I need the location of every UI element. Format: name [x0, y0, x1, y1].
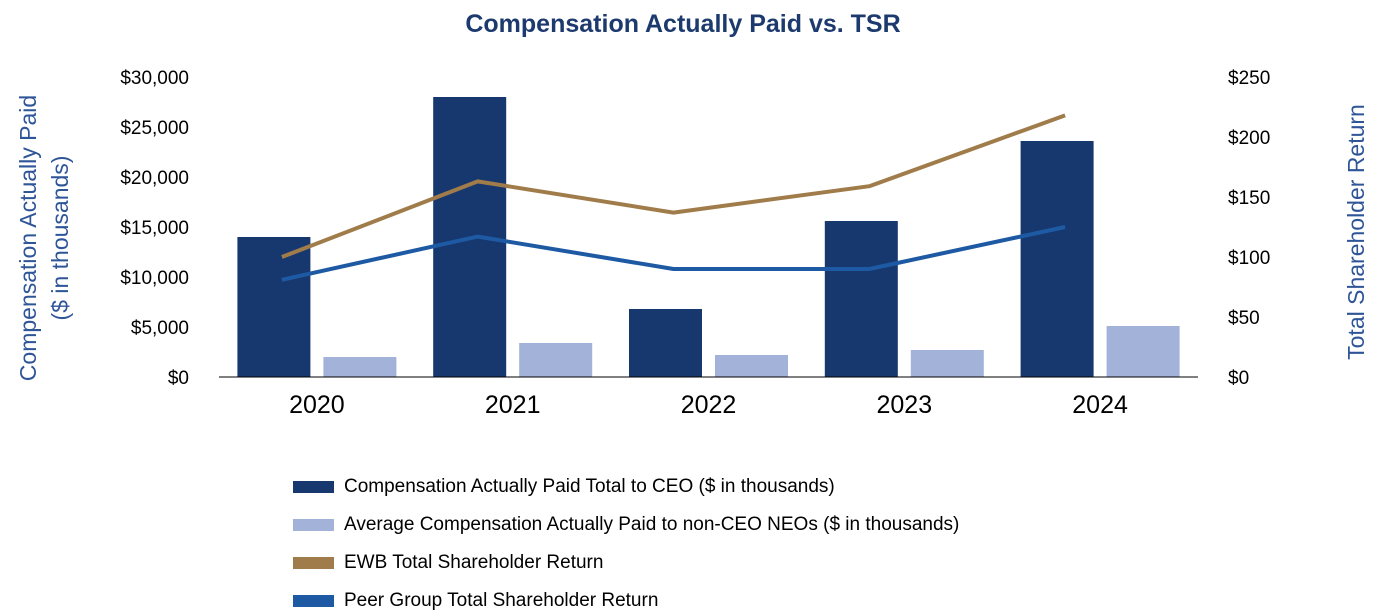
- right-tick-label: $250: [1228, 68, 1270, 89]
- neo-cap-bar-2021: [519, 343, 593, 377]
- legend-label: EWB Total Shareholder Return: [344, 552, 603, 573]
- legend-label: Peer Group Total Shareholder Return: [344, 590, 658, 611]
- legend: Compensation Actually Paid Total to CEO …: [293, 476, 959, 611]
- category-label-2022: 2022: [681, 391, 737, 419]
- category-label-2024: 2024: [1072, 391, 1128, 419]
- right-tick-label: $0: [1228, 368, 1249, 389]
- legend-swatch: [293, 481, 334, 493]
- neo-cap-bar-2022: [715, 355, 788, 377]
- neo-cap-bar-2023: [910, 350, 984, 377]
- legend-swatch: [293, 519, 334, 531]
- ceo-cap-bar-2024: [1020, 141, 1094, 377]
- left-tick-label: $15,000: [120, 218, 189, 239]
- category-label-2020: 2020: [289, 391, 345, 419]
- neo-cap-bar-2024: [1106, 326, 1180, 377]
- left-tick-label: $5,000: [131, 318, 189, 339]
- right-tick-label: $100: [1228, 248, 1270, 269]
- legend-label: Compensation Actually Paid Total to CEO …: [344, 476, 835, 497]
- category-labels: 2020 2021 2022 2023 2024: [289, 391, 1128, 419]
- left-tick-label: $30,000: [120, 68, 189, 89]
- right-axis-ticks: $0 $50 $100 $150 $200 $250: [1228, 68, 1270, 389]
- right-tick-label: $50: [1228, 308, 1260, 329]
- bar-series: [237, 97, 1180, 377]
- category-label-2023: 2023: [876, 391, 932, 419]
- ewb-tsr-line: [281, 113, 1066, 259]
- left-axis-title: Compensation Actually Paid ($ in thousan…: [15, 95, 73, 381]
- legend-swatch: [293, 557, 334, 569]
- left-tick-label: $10,000: [120, 268, 189, 289]
- legend-swatch: [293, 595, 334, 607]
- chart-title: Compensation Actually Paid vs. TSR: [465, 10, 900, 38]
- neo-cap-bar-2020: [323, 357, 397, 377]
- category-label-2021: 2021: [485, 391, 541, 419]
- ceo-cap-bar-2020: [237, 237, 311, 377]
- right-tick-label: $200: [1228, 128, 1270, 149]
- left-tick-label: $20,000: [120, 168, 189, 189]
- ceo-cap-bar-2022: [629, 309, 702, 377]
- ceo-cap-bar-2023: [824, 221, 898, 377]
- left-tick-label: $25,000: [120, 118, 189, 139]
- right-tick-label: $150: [1228, 188, 1270, 209]
- peer-tsr-line: [281, 225, 1066, 282]
- left-tick-label: $0: [168, 368, 189, 389]
- left-axis-title-line-1: Compensation Actually Paid: [15, 95, 41, 381]
- right-axis-title: Total Shareholder Return: [1343, 104, 1369, 360]
- left-axis-ticks: $0 $5,000 $10,000 $15,000 $20,000 $25,000 $30,…: [120, 68, 189, 389]
- left-axis-title-line-2: ($ in thousands): [47, 156, 73, 321]
- legend-label: Average Compensation Actually Paid to no…: [344, 514, 959, 535]
- line-series: [281, 113, 1066, 282]
